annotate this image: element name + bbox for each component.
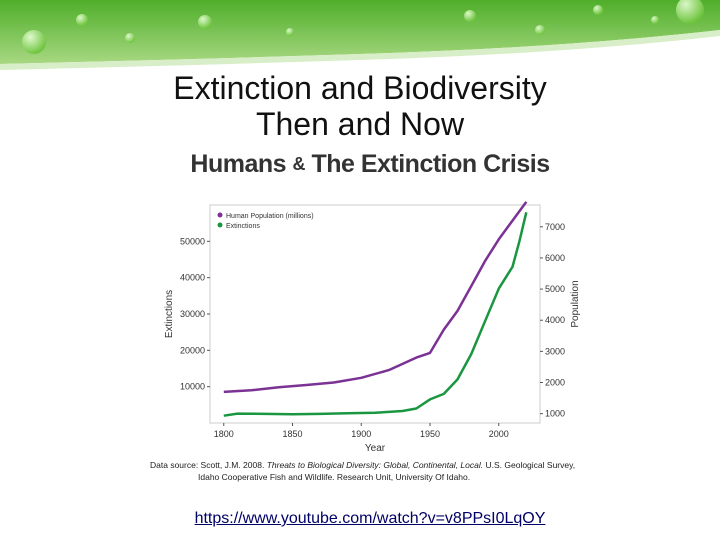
y-right-tick-label: 4000 [545,315,565,325]
y-right-tick-label: 2000 [545,378,565,388]
chart-heading-part2: The Extinction Crisis [311,150,550,178]
youtube-link[interactable]: https://www.youtube.com/watch?v=v8PPsI0L… [194,510,546,527]
y-left-axis-label: Extinctions [164,290,175,338]
x-axis-label: Year [365,443,386,452]
y-right-tick-label: 6000 [545,253,565,263]
y-right-tick-label: 1000 [545,409,565,419]
y-right-tick-label: 3000 [545,346,565,356]
x-tick-label: 1800 [214,429,234,439]
y-left-tick-label: 20000 [180,345,205,355]
y-right-tick-label: 7000 [545,222,565,232]
y-right-tick-label: 5000 [545,284,565,294]
banner-edge [0,30,720,70]
y-left-tick-label: 30000 [180,309,205,319]
source-suffix: U.S. Geological Survey, [485,460,576,470]
slide-title: Extinction and Biodiversity Then and Now [60,70,660,142]
decorative-green-banner [0,0,720,70]
x-tick-label: 1900 [351,429,371,439]
x-tick-label: 2000 [489,429,509,439]
water-drops [22,0,704,54]
line-chart: 1800 1850 1900 1950 2000 10000 20000 30000 40000… [164,201,581,452]
legend-marker [217,222,223,228]
source-prefix: Data source: Scott, J.M. 2008. [150,460,265,470]
slide-title-line2: Then and Now [255,106,465,142]
slide-title-line1: Extinction and Biodiversity [173,70,547,106]
series-line-extinctions [223,212,528,417]
source-line2: Idaho Cooperative Fish and Wildlife. Res… [198,472,471,482]
chart-heading-part1: Humans [190,150,287,178]
series-line-population [223,201,528,394]
y-left-tick-label: 10000 [180,382,205,392]
source-title: Threats to Biological Diversity: Global,… [266,460,484,470]
banner-wave [0,0,720,64]
data-source-note: Data source: Scott, J.M. 2008. Threats t… [150,459,610,483]
plot-area [209,204,541,424]
x-tick-label: 1950 [420,429,440,439]
legend-label: Extinctions [226,223,260,230]
legend-marker [217,212,223,218]
banner-graphic [0,0,720,70]
y-left-tick-label: 50000 [180,236,205,246]
y-left-tick-label: 40000 [180,273,205,283]
chart-heading-amp: & [292,154,305,174]
x-tick-label: 1850 [282,429,302,439]
legend-label: Human Population (millions) [226,213,314,220]
chart-heading: Humans & The Extinction Crisis [0,150,720,179]
y-right-axis-label: Population [570,280,581,327]
